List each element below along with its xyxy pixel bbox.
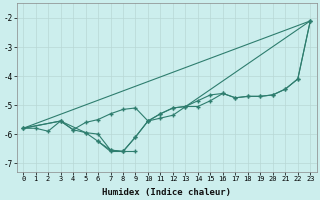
X-axis label: Humidex (Indice chaleur): Humidex (Indice chaleur) — [102, 188, 231, 197]
